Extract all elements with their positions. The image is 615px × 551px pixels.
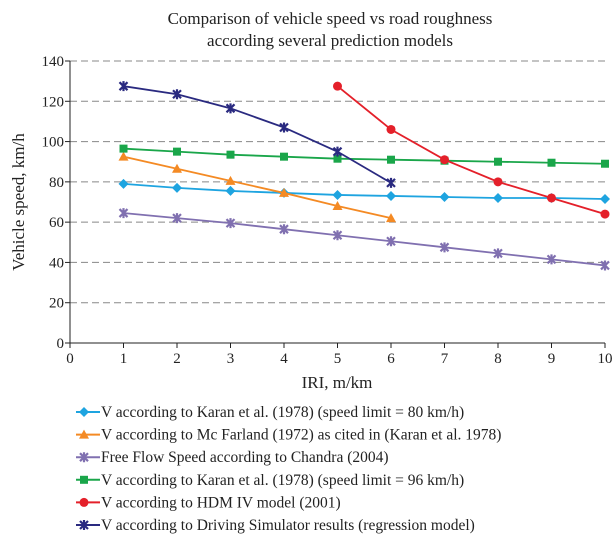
marker — [333, 154, 342, 163]
y-tick-label: 140 — [42, 54, 65, 70]
y-tick-label: 100 — [42, 135, 65, 151]
marker — [173, 147, 181, 156]
series-line — [123, 155, 392, 219]
marker — [226, 150, 235, 159]
marker — [332, 189, 343, 200]
marker — [439, 242, 450, 253]
series-line — [123, 182, 605, 200]
marker — [118, 81, 129, 92]
legend-label: V according to Mc Farland (1972) as cite… — [101, 427, 501, 444]
marker — [386, 177, 396, 188]
series-line — [336, 85, 605, 215]
marker — [172, 182, 182, 193]
legend-label: V according to Karan et al. (1978) (spee… — [101, 472, 464, 489]
marker — [172, 163, 182, 173]
marker — [79, 497, 89, 507]
x-tick-label: 10 — [598, 351, 613, 367]
marker — [79, 429, 89, 439]
marker — [79, 407, 89, 417]
marker — [600, 260, 610, 271]
marker — [79, 452, 89, 463]
marker — [118, 178, 129, 189]
marker — [79, 520, 89, 530]
y-tick-label: 120 — [42, 94, 65, 110]
marker — [225, 185, 236, 196]
marker — [119, 144, 128, 153]
marker — [493, 248, 503, 259]
x-tick-label: 3 — [227, 351, 235, 367]
marker — [600, 209, 610, 219]
x-tick-label: 6 — [387, 351, 395, 367]
marker — [493, 177, 503, 187]
marker — [386, 213, 396, 223]
marker — [547, 158, 556, 167]
marker — [280, 152, 288, 161]
marker — [172, 213, 182, 224]
legend-label: V according to HDM IV model (2001) — [101, 494, 341, 511]
marker — [279, 122, 289, 133]
chart-title: Comparison of vehicle speed vs road roug… — [168, 9, 493, 28]
marker — [387, 155, 395, 164]
marker — [332, 201, 343, 211]
y-tick-label: 80 — [49, 175, 64, 191]
series-line — [123, 85, 392, 184]
marker — [494, 157, 502, 166]
marker — [600, 193, 610, 204]
marker — [332, 146, 343, 157]
y-tick-label: 20 — [49, 296, 64, 312]
x-tick-label: 1 — [120, 351, 128, 367]
x-tick-label: 8 — [494, 351, 502, 367]
marker — [439, 191, 450, 202]
x-tick-label: 2 — [173, 351, 181, 367]
marker — [601, 159, 609, 168]
marker — [225, 103, 236, 114]
legend-label: V according to Karan et al. (1978) (spee… — [101, 404, 464, 421]
marker — [493, 192, 503, 203]
legend-label: Free Flow Speed according to Chandra (20… — [101, 449, 389, 466]
marker — [118, 208, 129, 219]
x-axis-label: IRI, m/km — [302, 373, 373, 392]
marker — [333, 81, 342, 91]
marker — [332, 230, 343, 241]
y-tick-label: 60 — [49, 215, 64, 231]
marker — [279, 224, 289, 235]
y-axis-label: Vehicle speed, km/h — [9, 133, 28, 271]
series-line — [123, 147, 605, 165]
marker — [225, 218, 236, 229]
legend-label: V according to Driving Simulator results… — [101, 517, 475, 534]
marker — [546, 254, 557, 265]
y-tick-label: 40 — [49, 255, 64, 271]
marker — [118, 151, 129, 161]
marker — [386, 236, 396, 247]
marker — [440, 155, 449, 165]
marker — [172, 89, 182, 100]
chart-title: according several prediction models — [207, 31, 453, 50]
x-tick-label: 9 — [548, 351, 556, 367]
y-tick-label: 0 — [57, 336, 65, 352]
x-tick-label: 7 — [441, 351, 449, 367]
x-tick-label: 0 — [66, 351, 74, 367]
series-line — [123, 212, 605, 267]
x-tick-label: 5 — [334, 351, 342, 367]
marker — [80, 475, 88, 484]
x-tick-label: 4 — [280, 351, 288, 367]
marker — [386, 190, 396, 201]
marker — [547, 193, 556, 203]
marker — [225, 175, 236, 185]
marker — [279, 187, 289, 197]
marker — [386, 124, 396, 134]
